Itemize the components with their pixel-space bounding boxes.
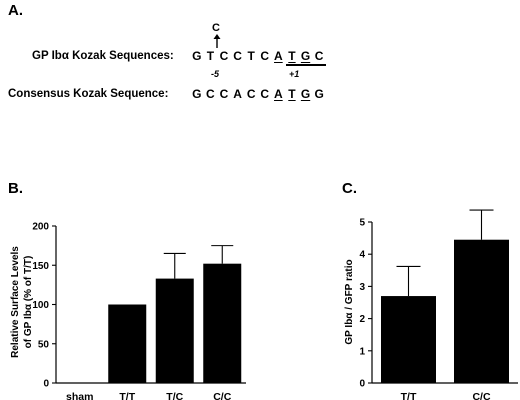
- y-tick-label: 0: [359, 379, 365, 390]
- x-tick-label: T/T: [119, 391, 135, 400]
- chart-b-ylabel-line2: of GP Ibα (% of T/T): [23, 256, 34, 349]
- y-tick-label: 3: [359, 282, 365, 293]
- gp-start-codon-base: T: [288, 49, 296, 63]
- consensus-base: C: [219, 87, 229, 101]
- y-tick-label: 1: [359, 346, 365, 357]
- y-tick-label: 150: [32, 261, 49, 272]
- bar-c-c: [203, 263, 242, 383]
- y-tick-label: 50: [38, 339, 50, 350]
- y-tick-label: 4: [359, 250, 365, 261]
- x-tick-label: C/C: [472, 391, 491, 400]
- chart-c-ylabel: GP Ibα / GFP ratio: [344, 259, 355, 344]
- consensus-start-codon-base: T: [288, 87, 296, 101]
- consensus-base: G: [314, 87, 324, 101]
- consensus-base: C: [246, 87, 256, 101]
- gp-base: G: [192, 49, 202, 63]
- y-tick-label: 100: [32, 300, 49, 311]
- x-tick-label: T/T: [401, 391, 417, 400]
- position-plus1: +1: [289, 69, 300, 79]
- x-tick-label: T/C: [166, 391, 183, 400]
- gp-base: T: [247, 49, 255, 63]
- bar-t-t: [381, 296, 436, 383]
- gp-start-codon-base: A: [274, 49, 283, 63]
- bar-t-c: [155, 278, 194, 383]
- y-tick-label: 2: [359, 314, 365, 325]
- gp-start-codon-base: G: [300, 49, 311, 63]
- gp-base: C: [260, 49, 270, 63]
- bar-t-t: [108, 304, 147, 383]
- variant-base-label: C: [212, 22, 220, 34]
- gp-base: T: [206, 49, 215, 63]
- consensus-base: C: [206, 87, 215, 101]
- chart-b-ylabel-line1: Relative Surface Levels: [10, 246, 21, 358]
- panel-c-label: C.: [342, 180, 357, 197]
- consensus-start-codon-base: A: [274, 87, 283, 101]
- x-tick-label: sham: [66, 391, 93, 400]
- start-codon-underline: [286, 64, 326, 66]
- consensus-start-codon-base: G: [300, 87, 311, 101]
- y-tick-label: 200: [32, 222, 49, 233]
- panel-b-label: B.: [8, 180, 23, 197]
- gp-base: C: [219, 49, 229, 63]
- gp-base: C: [233, 49, 242, 63]
- y-tick-label: 0: [43, 379, 49, 390]
- consensus-base: C: [260, 87, 270, 101]
- y-tick-label: 5: [359, 218, 365, 229]
- position-minus5: -5: [211, 69, 220, 79]
- bar-c-c: [454, 239, 509, 383]
- consensus-kozak-label: Consensus Kozak Sequence:: [8, 88, 169, 100]
- consensus-base: G: [192, 87, 202, 101]
- panel-a-label: A.: [8, 2, 23, 19]
- consensus-base: A: [233, 87, 242, 101]
- gp-base: C: [314, 49, 324, 63]
- variant-arrow-icon: [213, 34, 221, 48]
- gp-kozak-label: GP Ibα Kozak Sequences:: [32, 50, 174, 62]
- x-tick-label: C/C: [213, 391, 232, 400]
